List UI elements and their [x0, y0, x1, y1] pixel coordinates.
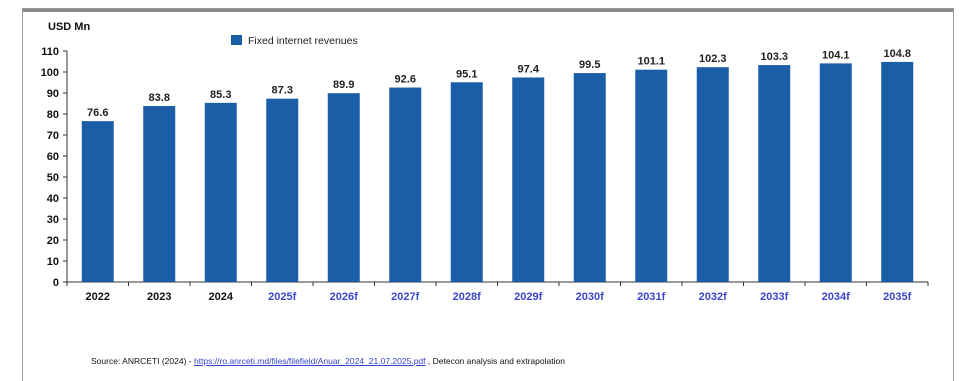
x-tick-label: 2023 [147, 291, 171, 303]
bar[interactable] [143, 106, 176, 283]
data-label: 76.6 [87, 107, 108, 119]
y-tick-label: 80 [47, 109, 59, 121]
bar[interactable] [696, 67, 729, 282]
legend-label: Fixed internet revenues [248, 35, 358, 47]
bar[interactable] [881, 61, 914, 282]
x-tick-label: 2029f [514, 291, 542, 303]
bar[interactable] [758, 65, 791, 282]
bar[interactable] [635, 69, 668, 282]
bar[interactable] [512, 77, 545, 283]
bar[interactable] [450, 82, 483, 282]
x-tick-label: 2024 [209, 291, 234, 303]
bar[interactable] [81, 121, 114, 282]
y-tick-label: 50 [47, 172, 59, 184]
data-label: 101.1 [637, 56, 665, 68]
data-label: 92.6 [395, 74, 416, 86]
y-tick-label: 30 [47, 214, 59, 226]
x-tick-label: 2027f [391, 291, 419, 303]
y-tick-label: 90 [47, 88, 59, 100]
x-tick-label: 2028f [453, 291, 481, 303]
source-note: Source: ANRCETI (2024) - https://ro.anrc… [91, 356, 565, 366]
data-label: 104.1 [822, 49, 850, 61]
y-tick-label: 110 [41, 46, 59, 58]
data-label: 104.8 [883, 48, 911, 60]
data-label: 99.5 [579, 59, 600, 71]
y-tick-label: 100 [41, 67, 59, 79]
x-tick-label: 2026f [330, 291, 358, 303]
bar[interactable] [389, 87, 422, 282]
data-label: 102.3 [699, 53, 727, 65]
y-tick-label: 40 [47, 193, 59, 205]
x-tick-label: 2022 [86, 291, 110, 303]
data-label: 89.9 [333, 79, 354, 91]
source-prefix: Source: ANRCETI (2024) - [91, 356, 194, 366]
data-label: 85.3 [210, 89, 231, 101]
bar[interactable] [819, 63, 852, 282]
bar[interactable] [266, 98, 299, 282]
y-tick-label: 0 [53, 277, 59, 289]
x-tick-label: 2034f [822, 291, 850, 303]
source-suffix: , Detecon analysis and extrapolation [425, 356, 565, 366]
y-tick-label: 10 [47, 256, 59, 268]
bar[interactable] [327, 93, 360, 283]
bar[interactable] [573, 73, 606, 282]
y-tick-label: 60 [47, 151, 59, 163]
y-axis-title: USD Mn [48, 21, 90, 33]
data-label: 103.3 [760, 51, 788, 63]
data-label: 87.3 [272, 85, 293, 97]
x-tick-label: 2032f [699, 291, 727, 303]
data-label: 97.4 [518, 63, 540, 75]
x-tick-label: 2025f [268, 291, 296, 303]
source-link[interactable]: https://ro.anrceti.md/files/filefield/An… [193, 356, 426, 366]
data-label: 83.8 [149, 92, 170, 104]
frame-top-bar [22, 8, 953, 12]
x-tick-label: 2033f [760, 291, 788, 303]
data-label: 95.1 [456, 68, 477, 80]
y-tick-label: 20 [47, 235, 59, 247]
legend-swatch [231, 35, 242, 45]
x-tick-label: 2035f [883, 291, 911, 303]
x-tick-label: 2030f [576, 291, 604, 303]
x-tick-label: 2031f [637, 291, 665, 303]
chart-frame [22, 8, 954, 381]
bar[interactable] [204, 102, 237, 283]
y-tick-label: 70 [47, 130, 59, 142]
